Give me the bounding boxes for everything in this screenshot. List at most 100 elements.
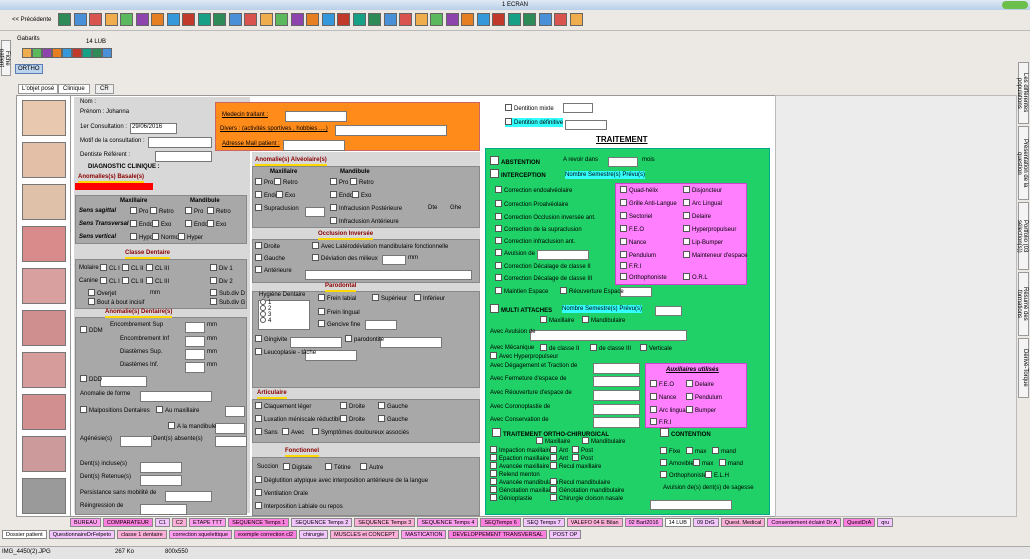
input-field[interactable]: [305, 350, 357, 361]
bottom-tab[interactable]: C2: [171, 518, 187, 527]
checkbox[interactable]: [352, 191, 359, 198]
label[interactable]: Droite: [340, 402, 365, 411]
checkbox[interactable]: [550, 454, 557, 461]
checkbox[interactable]: [495, 274, 502, 281]
label[interactable]: 1: [260, 299, 271, 307]
checkbox[interactable]: [312, 428, 319, 435]
toolbar-icon[interactable]: [476, 13, 490, 26]
checkbox[interactable]: [620, 186, 627, 193]
checkbox[interactable]: [378, 402, 385, 409]
label[interactable]: mand: [712, 447, 736, 456]
checkbox[interactable]: [550, 478, 557, 485]
label[interactable]: TRAITEMENT ORTHO-CHIRURGICAL: [492, 428, 609, 439]
label[interactable]: 2: [260, 305, 271, 313]
label[interactable]: Epaction maxillaire: [490, 454, 549, 463]
checkbox[interactable]: [490, 462, 497, 469]
tool-icon[interactable]: [22, 48, 32, 58]
label[interactable]: Droite: [255, 242, 280, 251]
checkbox[interactable]: [185, 220, 192, 227]
input-field[interactable]: [593, 417, 640, 428]
toolbar-icon[interactable]: [368, 13, 381, 26]
checkbox[interactable]: [495, 225, 502, 232]
checkbox[interactable]: [330, 217, 337, 224]
label[interactable]: Sectoriel: [620, 212, 652, 221]
checkbox[interactable]: [705, 471, 712, 478]
toolbar-icon[interactable]: [383, 13, 397, 26]
toolbar-icon[interactable]: [352, 13, 366, 26]
checkbox[interactable]: [150, 207, 157, 214]
checkbox[interactable]: [620, 225, 627, 232]
checkbox[interactable]: [620, 251, 627, 258]
label[interactable]: Mandibulaire: [582, 437, 625, 446]
label[interactable]: INTERCEPTION: [490, 169, 546, 180]
label[interactable]: Dentition mixte: [505, 104, 554, 113]
checkbox[interactable]: [255, 502, 262, 509]
side-tab[interactable]: Les différentes populations: [1016, 62, 1029, 124]
checkbox[interactable]: [582, 437, 589, 444]
bottom-tab[interactable]: VALEFO 04 E Bilan: [566, 518, 623, 527]
checkbox[interactable]: [683, 225, 690, 232]
toolbar-icon[interactable]: [259, 13, 273, 26]
toolbar-icon[interactable]: [275, 13, 288, 26]
label[interactable]: Correction Occlusion inversée ant.: [495, 213, 596, 222]
checkbox[interactable]: [210, 289, 217, 296]
checkbox[interactable]: [490, 494, 497, 501]
label[interactable]: MULTI ATTACHES: [490, 304, 552, 315]
label[interactable]: Tétine: [325, 463, 351, 472]
bottom-tab[interactable]: SEQUENCE Temps 3: [354, 518, 416, 527]
checkbox[interactable]: [650, 406, 657, 413]
checkbox[interactable]: [650, 418, 657, 425]
checkbox[interactable]: [490, 156, 499, 165]
checkbox[interactable]: [185, 207, 192, 214]
checkbox[interactable]: [683, 186, 690, 193]
label[interactable]: Correction infraclusion ant.: [495, 237, 575, 246]
checkbox[interactable]: [693, 459, 700, 466]
checkbox[interactable]: [282, 428, 289, 435]
label[interactable]: Gauche: [378, 415, 408, 424]
side-tab[interactable]: Résumé des formations: [1016, 272, 1029, 336]
checkbox[interactable]: [620, 273, 627, 280]
label[interactable]: Sans: [255, 428, 278, 437]
input-field[interactable]: [120, 436, 152, 447]
input-field[interactable]: [100, 376, 147, 387]
label[interactable]: Sub.div D: [210, 289, 245, 298]
label[interactable]: Luxation méniscale réductible: [255, 415, 343, 424]
label[interactable]: Hypo: [130, 233, 153, 242]
label[interactable]: Génotation maxillaire: [490, 486, 555, 495]
label[interactable]: Post: [572, 454, 593, 463]
toolbar-icon[interactable]: [58, 13, 71, 26]
checkbox[interactable]: [495, 262, 502, 269]
input-field[interactable]: [130, 123, 177, 134]
input-field[interactable]: [148, 137, 212, 148]
toolbar-icon[interactable]: [492, 13, 505, 26]
toolbar-icon[interactable]: [182, 13, 195, 26]
label[interactable]: Supérieur: [372, 294, 407, 303]
bottom-tab[interactable]: 14 LUB: [664, 518, 691, 527]
label[interactable]: Nance: [650, 393, 676, 402]
label[interactable]: Pendulum: [620, 251, 656, 260]
label[interactable]: Grille Anti-Langue: [620, 199, 677, 208]
checkbox[interactable]: [312, 254, 319, 261]
input-field[interactable]: [215, 423, 245, 434]
label[interactable]: Fixe: [660, 447, 680, 456]
label[interactable]: Arc Lingual: [683, 199, 722, 208]
toolbar-icon[interactable]: [104, 13, 118, 26]
checkbox[interactable]: [490, 169, 499, 178]
checkbox[interactable]: [660, 428, 669, 437]
bottom-tab[interactable]: correction squelettique: [168, 530, 233, 539]
checkbox[interactable]: [650, 393, 657, 400]
label[interactable]: Exo: [152, 220, 171, 229]
checkbox[interactable]: [312, 242, 319, 249]
input-field[interactable]: [593, 404, 640, 415]
label[interactable]: Gauche: [255, 254, 285, 263]
input-field[interactable]: [382, 255, 406, 265]
label[interactable]: Div 2: [210, 277, 233, 286]
side-tab[interactable]: Fiche patient: [0, 40, 11, 76]
checkbox[interactable]: [260, 299, 266, 305]
checkbox[interactable]: [572, 446, 579, 453]
checkbox[interactable]: [122, 277, 129, 284]
ortho-label[interactable]: ORTHO: [15, 64, 43, 74]
tool-icon[interactable]: [62, 48, 72, 58]
label[interactable]: max: [686, 447, 706, 456]
checkbox[interactable]: [590, 344, 597, 351]
